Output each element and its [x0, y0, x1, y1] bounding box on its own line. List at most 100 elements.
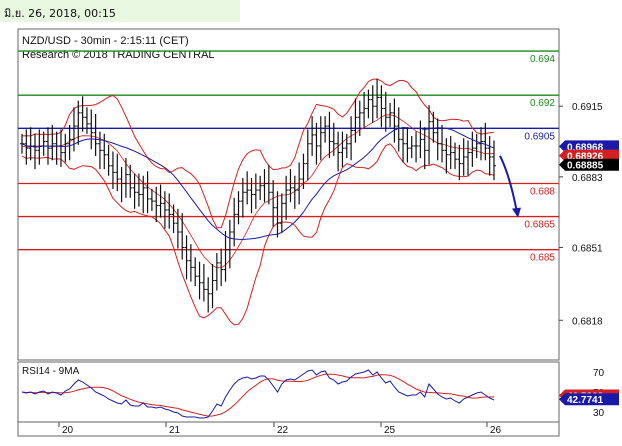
ohlc-bar: [197, 261, 202, 300]
rsi-plot-frame: [17, 361, 560, 423]
ohlc-bar: [284, 175, 289, 220]
chart-title: NZD/USD - 30min - 2:15:11 (CET): [22, 35, 189, 47]
ohlc-bar: [474, 133, 479, 159]
price-tag-box-1: [559, 149, 619, 162]
ohlc-bar: [323, 116, 328, 143]
rsi-title: RSI14 - 9MA: [22, 366, 80, 377]
ohlc-bar: [58, 129, 63, 167]
forecast-arrow-head: [512, 207, 521, 218]
ohlc-bar: [24, 129, 29, 165]
rsi-tag-label-1: 42.7741: [567, 395, 604, 406]
ohlc-bar: [444, 138, 449, 174]
price-tag-box-0: [559, 140, 619, 153]
ohlc-bar: [227, 219, 232, 269]
ohlc-bar: [470, 131, 475, 167]
ohlc-bar: [349, 116, 354, 161]
ohlc-bar: [84, 107, 89, 134]
rsi-ma-line: [21, 373, 495, 417]
ohlc-bar: [54, 131, 59, 165]
ohlc-bar: [123, 158, 128, 198]
ohlc-bar: [422, 127, 427, 170]
forecast-arrow: [499, 155, 521, 218]
ohlc-bar: [180, 213, 185, 260]
ohlc-bar: [483, 122, 488, 161]
level-label-2: 0.6905: [524, 131, 555, 142]
levels-layer: 0.694 0.692 0.6905 0.688 0.6865 0.685: [18, 50, 559, 264]
ohlc-bar: [262, 169, 267, 203]
y-tick-label-1: 0.6883: [572, 173, 603, 184]
rsi-line: [21, 369, 495, 419]
ohlc-bar: [136, 173, 141, 207]
ohlc-bar: [305, 129, 310, 181]
ohlc-bar: [292, 175, 297, 209]
ohlc-bar: [383, 91, 388, 132]
ohlc-bar: [167, 193, 172, 229]
main-plot-frame: [17, 28, 560, 361]
ohlc-bar: [448, 136, 453, 170]
ohlc-bar: [80, 96, 85, 132]
ohlc-bar: [210, 264, 215, 309]
ohlc-bar: [67, 124, 72, 161]
ohlc-bar: [379, 85, 384, 128]
x-tick-label-2: 22: [277, 425, 289, 436]
ohlc-bar: [149, 188, 154, 212]
ohlc-bar: [154, 186, 159, 223]
x-tick-label-4: 26: [490, 425, 502, 436]
ohlc-bar: [275, 191, 280, 238]
ohlc-bar: [50, 124, 55, 161]
price-tag-label-2: 0.68885: [567, 161, 604, 172]
ohlc-bar: [89, 109, 94, 150]
ohlc-bar: [279, 193, 284, 234]
ohlc-bar: [318, 116, 323, 161]
ohlc-bar: [453, 142, 458, 170]
y-tick-label-0: 0.6915: [572, 102, 603, 113]
ohlc-bar: [314, 122, 319, 165]
ohlc-bar: [240, 177, 245, 218]
rsi-y-tick-label-0: 70: [593, 368, 605, 379]
x-tick-label-0: 20: [62, 425, 74, 436]
ohlc-bar: [431, 111, 436, 143]
level-label-3: 0.688: [530, 186, 555, 197]
ohlc-bar: [93, 113, 98, 156]
ohlc-bar: [119, 166, 124, 203]
ohlc-bar: [435, 118, 440, 161]
ohlc-bar: [28, 127, 33, 161]
ohlc-bar: [392, 98, 397, 143]
ohlc-bar: [132, 173, 137, 209]
level-label-0: 0.694: [530, 54, 555, 65]
ohlc-bar: [158, 184, 163, 218]
middle-band: [21, 114, 495, 269]
y-axis-ticks: 0.6915 0.6883 0.6851 0.6818: [559, 102, 603, 327]
ohlc-bar: [188, 244, 193, 282]
ohlc-bar: [271, 180, 276, 227]
ohlc-bar: [145, 171, 150, 214]
ohlc-bar: [427, 105, 432, 165]
ohlc-bar: [193, 257, 198, 287]
ohlc-bar: [331, 122, 336, 156]
ohlc-bar: [344, 133, 349, 159]
ohlc-bar: [370, 85, 375, 123]
ohlc-bar: [440, 124, 445, 163]
ohlc-bar: [41, 131, 46, 156]
ohlc-bar: [310, 116, 315, 156]
ohlc-bar: [63, 133, 68, 163]
ohlc-bar: [128, 164, 133, 198]
ohlc-bar: [479, 127, 484, 161]
ohlc-bar: [353, 98, 358, 143]
top-bar: มิ.ย. 26, 2018, 00:15: [0, 0, 622, 24]
ohlc-bar: [76, 100, 81, 145]
ohlc-bar: [457, 144, 462, 181]
ohlc-bar: [414, 131, 419, 163]
rsi-tag-box-1: [559, 393, 619, 406]
lower-band: [21, 143, 495, 326]
level-label-1: 0.692: [530, 98, 555, 109]
x-tick-label-1: 21: [169, 425, 181, 436]
ohlc-bar: [245, 171, 250, 205]
ohlc-bar: [258, 175, 263, 201]
moving-average-layer: [21, 126, 495, 241]
price-tag-box-2: [559, 158, 619, 171]
ohlc-bar: [171, 204, 176, 234]
ohlc-bar: [396, 107, 401, 152]
